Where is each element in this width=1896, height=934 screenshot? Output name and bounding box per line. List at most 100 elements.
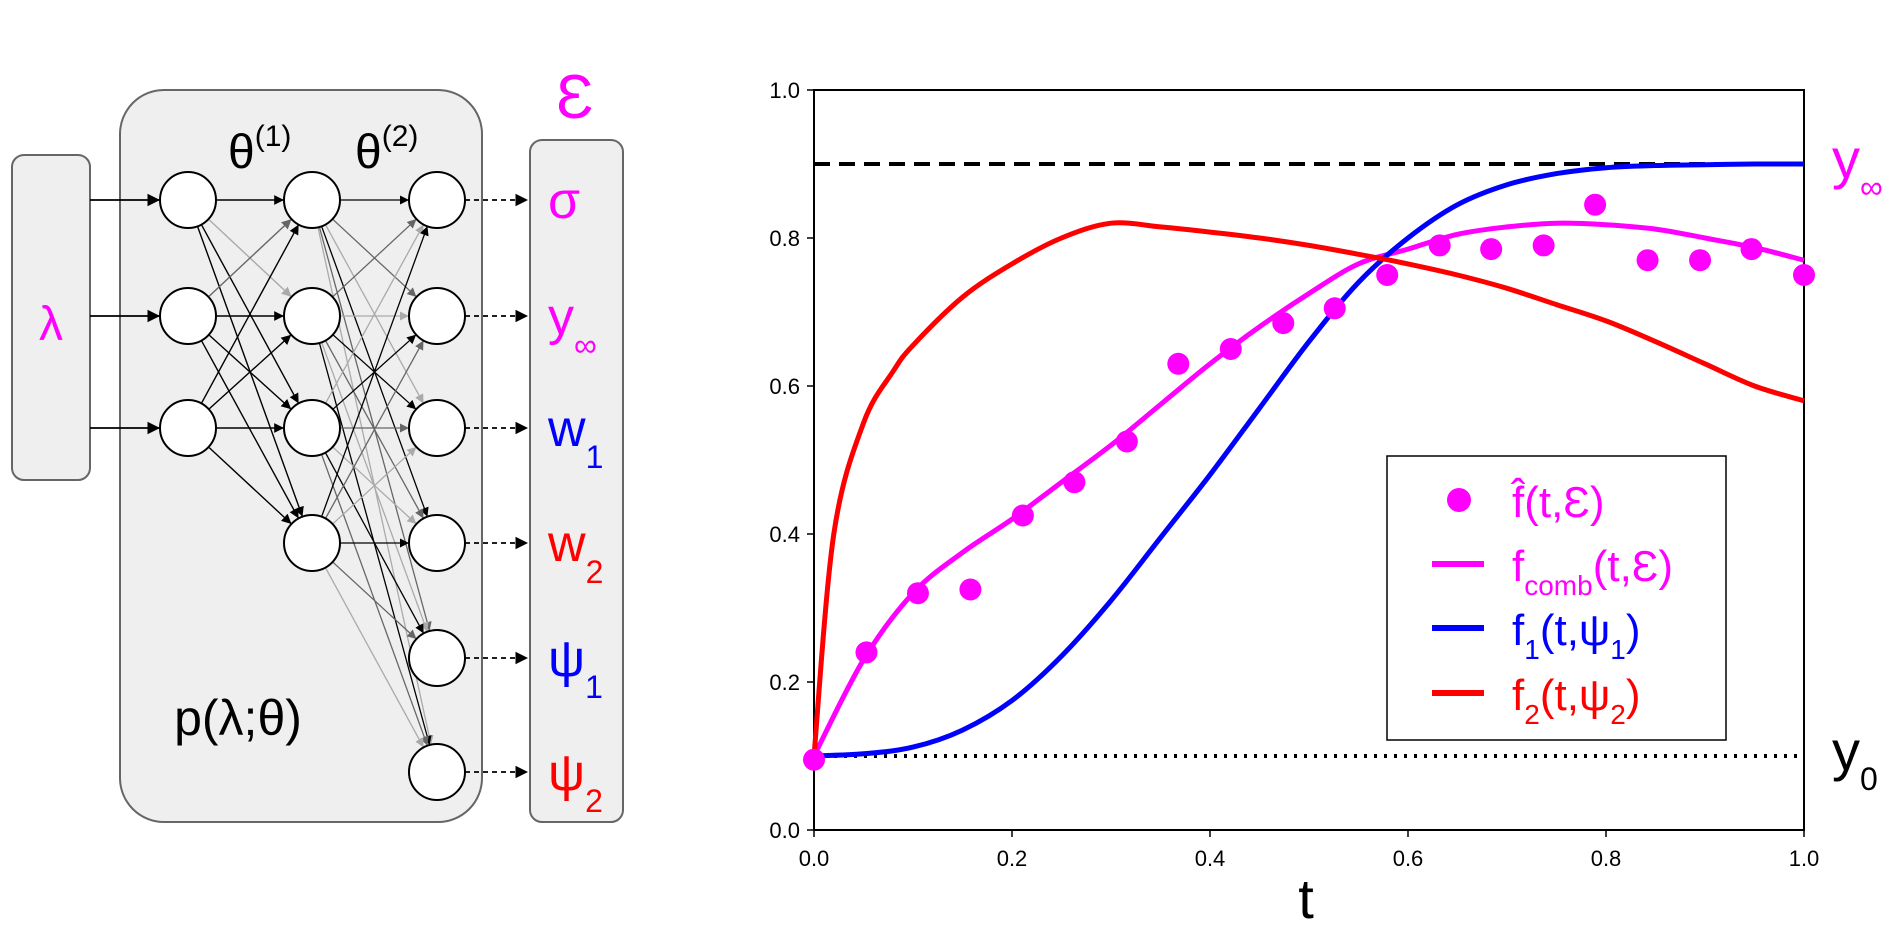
legend-marker [1447, 488, 1471, 512]
edge-theta1 [208, 334, 292, 410]
output-label: ψ2 [548, 744, 603, 819]
legend-box [1386, 455, 1727, 741]
edge-theta2 [324, 567, 425, 748]
x-tick-label: 0.4 [1195, 846, 1226, 871]
ref-label-y_0: y0 [1832, 719, 1878, 797]
neuron-node [408, 171, 466, 229]
x-axis-label: t [1298, 867, 1314, 930]
output-label-sub: 2 [585, 783, 603, 819]
data-point [1793, 264, 1815, 286]
legend-label-part: 1 [1524, 634, 1540, 665]
legend-label-part: f [1512, 606, 1525, 655]
data-point [1323, 297, 1346, 320]
y-tick-label: 0.6 [769, 374, 800, 399]
neuron-node [408, 287, 466, 345]
data-point [803, 748, 825, 771]
legend-label-part: (t, [1540, 606, 1579, 655]
neuron-node [159, 287, 217, 345]
edge-theta2 [332, 218, 417, 298]
x-tick-label: 0.6 [1393, 846, 1424, 871]
legend-label-part: ψ [1579, 606, 1610, 655]
ref-label-sub: 0 [1860, 761, 1878, 797]
output-label-base: w [547, 400, 586, 458]
output-label-sub: 1 [586, 439, 604, 475]
y-tick-label: 1.0 [769, 78, 800, 103]
edge-theta2 [332, 446, 417, 525]
x-tick-label: 0.0 [799, 846, 830, 871]
legend-label-part: f̂ [1510, 477, 1526, 527]
x-tick-label: 1.0 [1789, 846, 1820, 871]
plot-frame [813, 89, 1805, 831]
legend: f̂(t,Ɛ)fcomb(t,Ɛ)f1(t,ψ1)f2(t,ψ2) [1386, 455, 1727, 741]
edge-theta2 [321, 342, 429, 632]
data-point [959, 578, 982, 601]
series-line-f_comb [811, 220, 1805, 758]
neuron-node [408, 399, 466, 457]
data-point [1063, 471, 1086, 494]
theta1-base: θ [228, 126, 255, 179]
output-label-base: ψ [548, 630, 585, 688]
data-point [1584, 193, 1607, 216]
theta1-label: θ(1) [228, 120, 291, 179]
x-tick-label: 0.2 [997, 846, 1028, 871]
data-point [1167, 352, 1190, 375]
legend-label-part: (t, [1524, 478, 1563, 527]
legend-label: fcomb(t,Ɛ) [1512, 542, 1673, 601]
legend-label-part: (t, [1540, 671, 1579, 720]
ref-label-sub: ∞ [1860, 169, 1883, 205]
data-point [1272, 312, 1295, 335]
output-label-sub: 2 [586, 554, 604, 590]
edge-theta2 [332, 561, 417, 640]
neuron-node [283, 399, 341, 457]
legend-label: f̂(t,Ɛ) [1510, 477, 1605, 527]
neuron-node [283, 287, 341, 345]
data-point [1532, 234, 1555, 257]
x-tick-label: 0.8 [1591, 846, 1622, 871]
legend-label-part: 2 [1610, 699, 1626, 730]
y-tick-label: 0.0 [769, 818, 800, 843]
neuron-node [159, 399, 217, 457]
theta2-label: θ(2) [355, 120, 418, 179]
theta2-superscript: (2) [382, 120, 419, 153]
legend-label-part: ψ [1579, 671, 1610, 720]
series-line-f_1 [813, 161, 1805, 759]
ref-label-base: y [1832, 719, 1860, 782]
chart: 0.0 0.2 0.4 0.6 0.8 1.00.00.20.40.60.81.0 y∞y… [769, 78, 1882, 930]
neuron-node [283, 171, 341, 229]
legend-label-part: ) [1658, 542, 1673, 591]
y-tick-label: 0.8 [769, 226, 800, 251]
legend-label-part: 2 [1524, 699, 1540, 730]
ref-label-base: y [1832, 127, 1860, 190]
theta2-base: θ [355, 126, 382, 179]
edge-theta2 [320, 226, 429, 517]
data-point [906, 582, 929, 605]
input-lambda-label: λ [39, 298, 63, 351]
data-point [1219, 338, 1242, 360]
output-label: w1 [547, 400, 603, 475]
edge-theta2 [324, 224, 425, 404]
epsilon-label: Ɛ [556, 63, 593, 132]
edge-theta1 [208, 446, 292, 525]
output-label-sub: 1 [585, 669, 603, 705]
legend-label-part: Ɛ [1632, 542, 1659, 591]
legend-label-part: ) [1590, 478, 1605, 527]
data-point [1011, 504, 1034, 527]
axis-ticks: 0.0 0.2 0.4 0.6 0.8 1.0 0.0 0.2 0.4 0.6 0.8 1.0 [769, 78, 1819, 871]
ref-label-y_inf: y∞ [1832, 127, 1883, 205]
data-point [1689, 249, 1712, 272]
edge-theta1 [207, 218, 293, 298]
neuron-node [408, 743, 466, 801]
neuron-node [408, 514, 466, 572]
model-label: p(λ;θ) [174, 690, 302, 746]
legend-label: f2(t,ψ2) [1512, 671, 1641, 730]
data-point [1376, 264, 1399, 286]
neuron-node [408, 629, 466, 687]
data-point [1428, 234, 1451, 257]
data-point [1636, 249, 1659, 272]
output-label: ψ1 [548, 630, 603, 705]
curves [811, 161, 1805, 759]
neuron-node [283, 514, 341, 572]
output-label-sub: ∞ [574, 327, 597, 363]
